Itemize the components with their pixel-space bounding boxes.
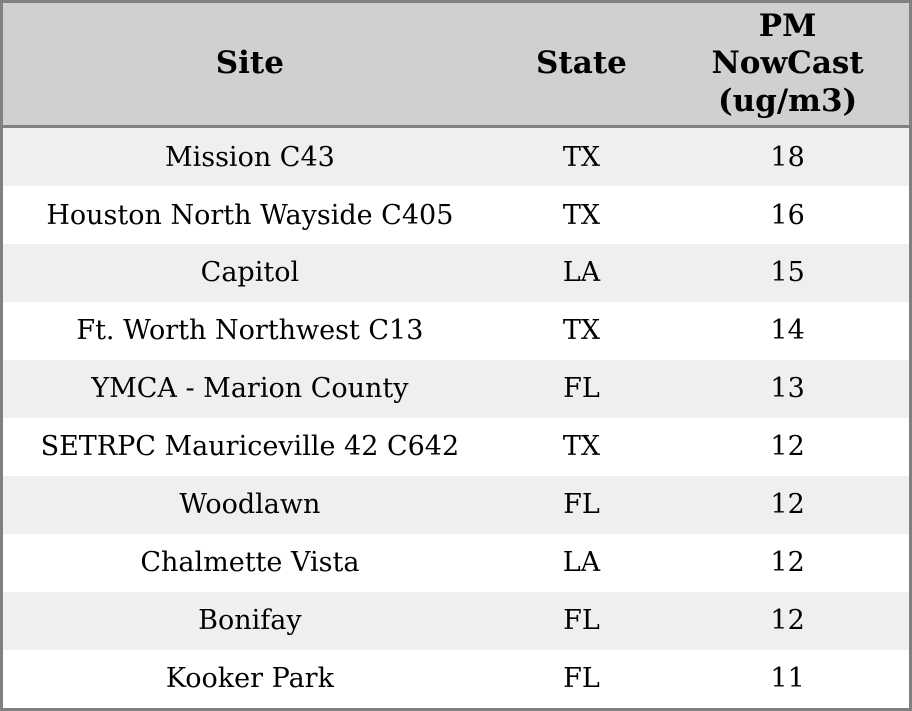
table-body: Mission C43 TX 18 Houston North Wayside … — [3, 126, 909, 708]
cell-value: 18 — [770, 141, 805, 173]
table-row: YMCA - Marion County FL 13 — [3, 359, 909, 418]
cell-state: FL — [563, 373, 600, 405]
cell-value: 16 — [770, 199, 805, 231]
cell-value: 14 — [770, 315, 805, 347]
column-header-site: Site — [3, 3, 497, 128]
cell-value: 12 — [770, 489, 805, 521]
air-quality-table: Site State PM NowCast (ug/m3) Mission C4… — [3, 3, 909, 708]
cell-site: Mission C43 — [164, 141, 335, 173]
cell-state: FL — [563, 489, 600, 521]
table-row: Chalmette Vista LA 12 — [3, 533, 909, 592]
cell-state: FL — [563, 605, 600, 637]
table-row: Bonifay FL 12 — [3, 591, 909, 650]
cell-site: Chalmette Vista — [140, 547, 360, 579]
table-row: Mission C43 TX 18 — [3, 126, 909, 187]
table-row: Woodlawn FL 12 — [3, 475, 909, 534]
cell-site: Houston North Wayside C405 — [46, 199, 454, 231]
cell-site: Bonifay — [198, 605, 302, 637]
cell-value: 11 — [770, 663, 805, 695]
cell-site: Ft. Worth Northwest C13 — [76, 315, 424, 347]
cell-state: FL — [563, 663, 600, 695]
cell-value: 15 — [770, 257, 805, 289]
cell-value: 12 — [770, 605, 805, 637]
table-row: Kooker Park FL 11 — [3, 649, 909, 708]
table-header: Site State PM NowCast (ug/m3) — [3, 3, 909, 128]
cell-value: 12 — [770, 431, 805, 463]
table-row: Capitol LA 15 — [3, 244, 909, 302]
table-row: Ft. Worth Northwest C13 TX 14 — [3, 301, 909, 360]
cell-state: TX — [562, 141, 601, 173]
cell-state: TX — [562, 431, 601, 463]
cell-site: YMCA - Marion County — [91, 373, 409, 405]
cell-state: TX — [562, 199, 601, 231]
header-row: Site State PM NowCast (ug/m3) — [3, 3, 909, 128]
cell-state: TX — [562, 315, 601, 347]
cell-site: Kooker Park — [165, 663, 334, 695]
cell-site: SETRPC Mauriceville 42 C642 — [40, 431, 460, 463]
cell-site: Woodlawn — [179, 489, 321, 521]
column-header-state: State — [496, 3, 667, 128]
column-header-pm-nowcast: PM NowCast (ug/m3) — [666, 3, 909, 128]
cell-value: 13 — [770, 373, 805, 405]
table-row: Houston North Wayside C405 TX 16 — [3, 186, 909, 244]
cell-state: LA — [562, 547, 601, 579]
cell-value: 12 — [770, 547, 805, 579]
cell-state: LA — [562, 257, 601, 289]
cell-site: Capitol — [200, 257, 300, 289]
table-row: SETRPC Mauriceville 42 C642 TX 12 — [3, 417, 909, 476]
